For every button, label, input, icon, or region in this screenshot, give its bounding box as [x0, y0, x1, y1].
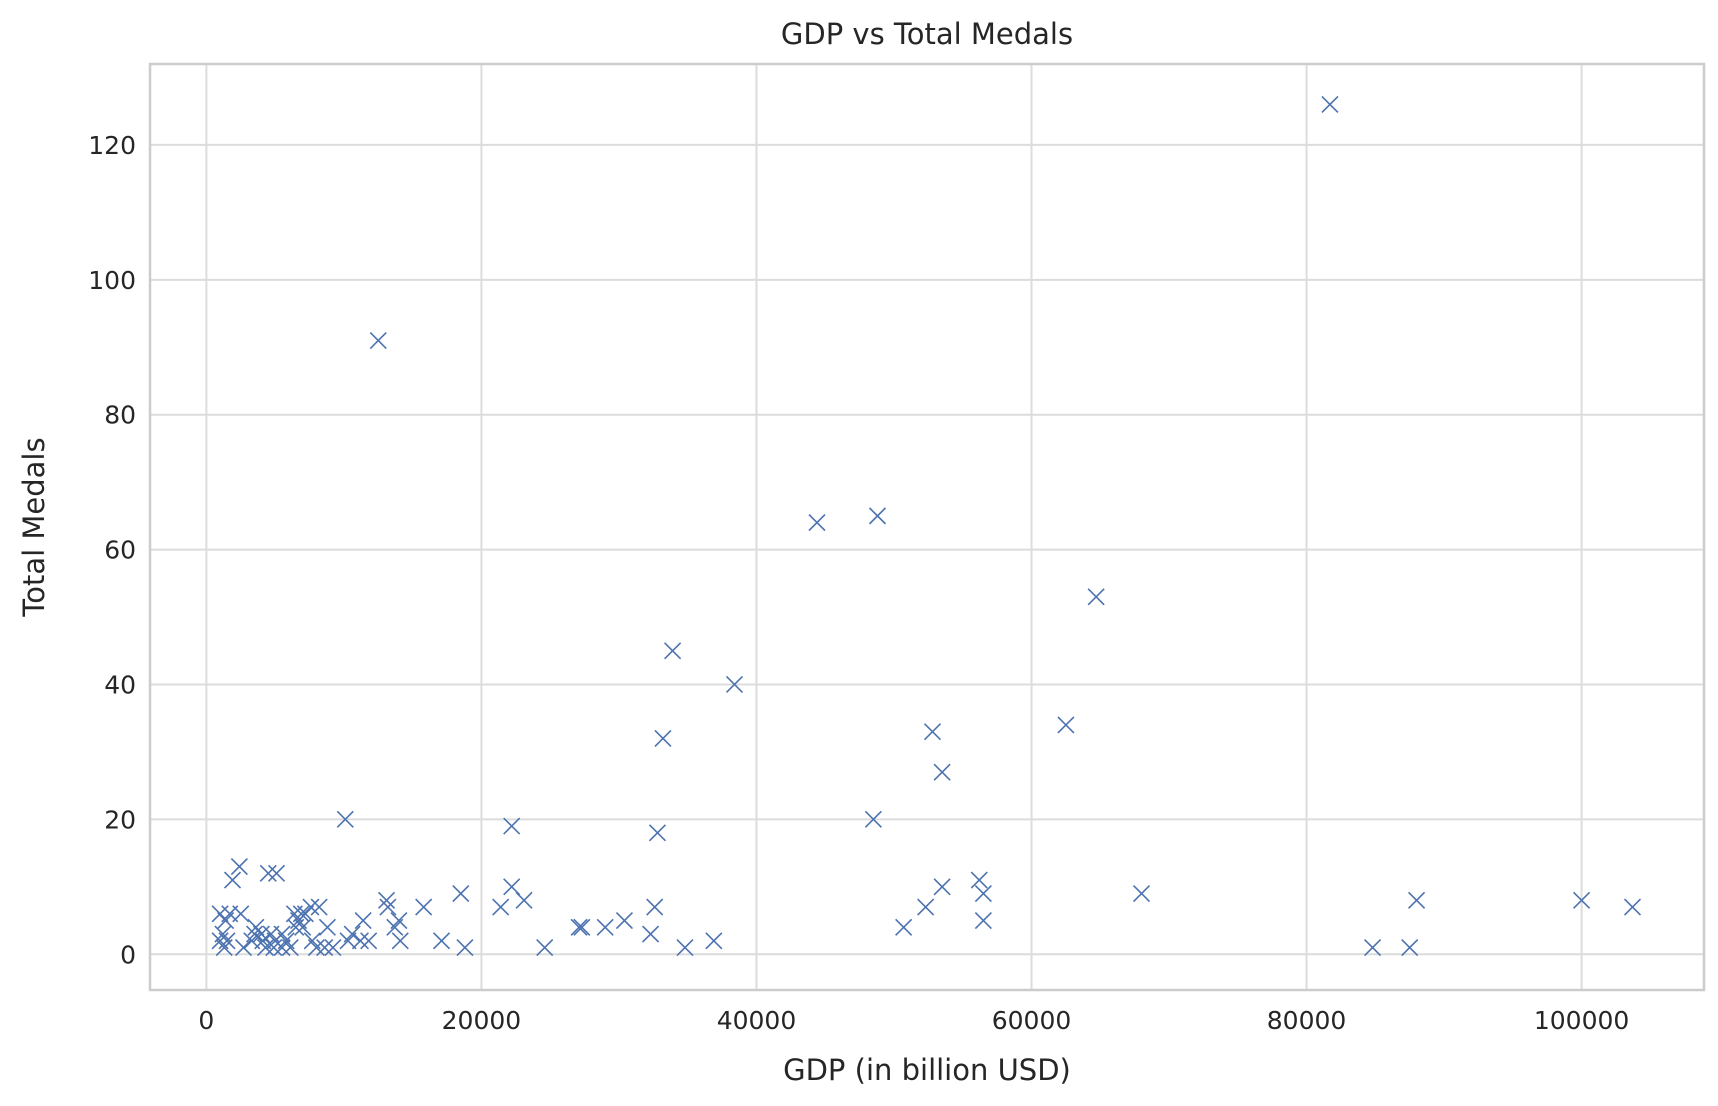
x-tick-label: 40000 — [717, 1006, 797, 1035]
data-point — [1364, 938, 1382, 957]
y-tick-label: 40 — [104, 670, 136, 699]
data-point — [1401, 938, 1419, 957]
y-axis-label: Total Medals — [17, 437, 51, 617]
data-point — [1087, 588, 1105, 606]
x-axis-label: GDP (in billion USD) — [783, 1053, 1071, 1087]
grid-lines — [150, 64, 1704, 990]
data-point — [256, 938, 275, 957]
data-point — [339, 932, 357, 950]
y-tick-label: 20 — [104, 805, 136, 834]
data-point — [432, 932, 451, 950]
data-point — [974, 884, 992, 903]
y-tick-label: 60 — [104, 536, 136, 565]
data-point — [808, 514, 826, 532]
data-point — [281, 938, 299, 957]
data-point — [351, 932, 369, 950]
data-point — [217, 911, 235, 930]
data-point — [316, 938, 334, 957]
data-point — [456, 938, 474, 957]
data-point — [970, 871, 988, 889]
data-point — [273, 938, 291, 957]
data-point — [324, 938, 342, 957]
y-axis-ticks: 0 20 40 60 80 100 120 — [88, 131, 136, 969]
data-point — [287, 918, 305, 936]
data-point — [573, 918, 591, 936]
data-point — [705, 932, 723, 950]
data-point — [515, 891, 533, 909]
data-point — [234, 938, 253, 957]
data-point — [245, 925, 264, 943]
data-point — [536, 938, 554, 957]
data-point — [360, 932, 378, 950]
data-point — [254, 932, 272, 950]
x-tick-label: 20000 — [442, 1006, 522, 1035]
y-tick-label: 80 — [104, 401, 136, 430]
data-point — [974, 911, 992, 930]
data-point — [415, 898, 433, 916]
x-tick-label: 100000 — [1534, 1006, 1629, 1035]
data-point — [933, 878, 951, 896]
data-point — [1573, 891, 1591, 909]
data-point — [615, 911, 634, 930]
data-point — [318, 918, 336, 936]
data-point — [1057, 716, 1075, 734]
data-point — [232, 905, 250, 923]
data-point — [868, 507, 887, 525]
data-point — [648, 824, 667, 842]
data-point — [642, 925, 660, 943]
data-point — [379, 898, 397, 916]
x-tick-label: 0 — [198, 1006, 214, 1035]
data-point — [354, 911, 372, 930]
data-point — [864, 810, 882, 828]
data-point — [933, 763, 951, 781]
data-point — [307, 938, 325, 957]
data-point — [215, 938, 233, 957]
data-point — [310, 898, 328, 916]
y-tick-label: 0 — [120, 940, 136, 969]
x-tick-label: 60000 — [992, 1006, 1072, 1035]
data-point — [917, 898, 935, 916]
data-point — [452, 884, 470, 903]
data-point — [265, 938, 283, 957]
y-tick-label: 120 — [88, 131, 136, 160]
data-point — [923, 723, 942, 741]
data-point — [230, 858, 248, 876]
data-point — [336, 810, 354, 828]
data-point — [369, 331, 387, 350]
data-point — [492, 898, 510, 916]
data-point — [664, 642, 682, 660]
data-point — [294, 918, 312, 936]
data-point — [292, 905, 310, 923]
data-point — [1321, 95, 1339, 114]
data-points — [211, 95, 1642, 957]
data-point — [223, 871, 242, 889]
data-point — [247, 918, 265, 936]
data-point — [218, 932, 236, 950]
data-point — [1623, 898, 1642, 916]
data-point — [1408, 891, 1426, 909]
data-point — [895, 918, 913, 936]
data-point — [654, 729, 672, 748]
data-point — [570, 918, 588, 936]
data-point — [725, 675, 744, 694]
data-point — [391, 932, 409, 950]
data-point — [596, 918, 614, 936]
data-point — [646, 898, 664, 916]
x-tick-label: 80000 — [1267, 1006, 1347, 1035]
y-tick-label: 100 — [88, 266, 136, 295]
chart-title: GDP vs Total Medals — [781, 17, 1073, 51]
plot-frame — [148, 62, 1706, 992]
data-point — [503, 817, 521, 835]
x-axis-ticks: 0 20000 40000 60000 80000 100000 — [198, 1006, 1629, 1035]
data-point — [259, 864, 277, 882]
data-point — [1132, 884, 1151, 903]
data-point — [377, 891, 396, 909]
data-point — [386, 918, 404, 936]
data-point — [676, 938, 694, 957]
data-point — [267, 864, 286, 882]
